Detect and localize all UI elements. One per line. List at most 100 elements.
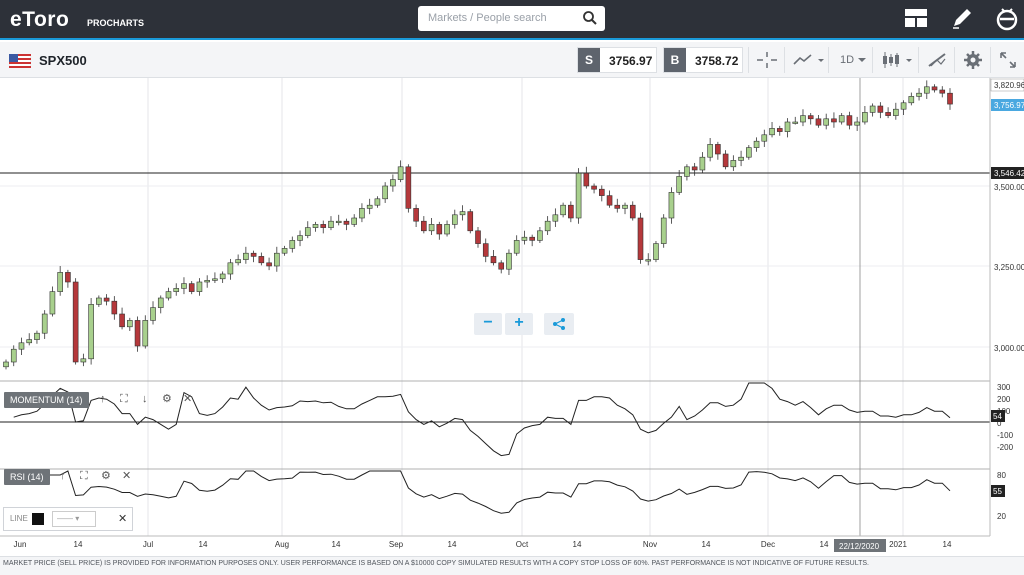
line-style-select[interactable]: —— ▾ <box>52 511 96 527</box>
cursor-date: 22/12/2020 <box>839 542 880 551</box>
rsi-value-tag-bg <box>991 485 1005 497</box>
rsi-line <box>21 470 951 514</box>
candle <box>490 256 497 264</box>
candle <box>923 86 930 94</box>
price-chart[interactable]: 3,820.96 3,756.97 3,546.42 3,500.00 3,25… <box>0 78 1024 556</box>
candle <box>575 172 582 219</box>
momentum-axis-200: 200 <box>997 395 1011 404</box>
candle <box>312 224 319 228</box>
line-style-value: —— <box>57 514 73 523</box>
chart-grid <box>0 78 990 536</box>
time-axis-label: 14 <box>573 540 582 549</box>
candle <box>869 105 876 113</box>
candle <box>374 198 381 206</box>
high-price-tag-bg <box>990 78 1024 92</box>
price-axis-line: 3,546.42 <box>994 169 1024 178</box>
buy-price-box[interactable]: B 3758.72 <box>663 47 743 73</box>
candle <box>776 128 783 132</box>
candle <box>529 236 535 241</box>
close-icon[interactable]: ✕ <box>122 470 132 482</box>
gear-icon[interactable]: ⚙ <box>162 393 172 405</box>
layout-icon[interactable] <box>903 6 929 35</box>
disclaimer-text: MARKET PRICE (SELL PRICE) IS PROVIDED FO… <box>3 560 869 567</box>
buy-tag: B <box>664 48 686 72</box>
candle <box>660 217 667 244</box>
line-color-swatch[interactable] <box>32 513 44 525</box>
zoom-in-button[interactable]: + <box>505 313 533 335</box>
candle <box>560 204 566 216</box>
cursor-date-bg <box>834 539 886 552</box>
candle <box>583 172 590 187</box>
crosshair-button[interactable] <box>748 47 784 73</box>
share-icon <box>553 318 565 330</box>
line-tool-label: LINE <box>10 514 28 523</box>
share-button[interactable] <box>544 313 574 335</box>
move-up-icon[interactable]: ↑ <box>60 470 66 482</box>
price-axis-3250: 3,250.00 <box>994 263 1024 272</box>
candle <box>637 217 644 260</box>
maximize-icon[interactable]: ⛶ <box>120 393 128 405</box>
sell-price-box[interactable]: S 3756.97 <box>577 47 657 73</box>
candle <box>908 96 915 104</box>
candle <box>304 227 311 236</box>
candle <box>916 92 922 97</box>
close-icon[interactable]: ✕ <box>183 393 193 405</box>
candle <box>390 179 396 187</box>
move-down-icon[interactable]: ↓ <box>142 393 148 405</box>
chart-type-button[interactable] <box>784 47 828 73</box>
maximize-icon[interactable]: ⛶ <box>80 470 88 482</box>
momentum-axis-0: 0 <box>997 419 1002 428</box>
move-up-icon[interactable]: ↑ <box>100 393 106 405</box>
etoro-e-icon[interactable] <box>995 6 1019 37</box>
candle <box>475 230 481 244</box>
candle <box>343 220 350 225</box>
candle <box>111 300 118 315</box>
time-axis-label: Aug <box>275 540 289 549</box>
sell-tag: S <box>578 48 600 72</box>
candle <box>653 243 659 260</box>
time-axis-label: 2021 <box>889 540 907 549</box>
fullscreen-button[interactable] <box>990 47 1024 73</box>
candle <box>467 211 474 232</box>
instrument-symbol[interactable]: SPX500 <box>39 53 87 68</box>
us-flag-icon <box>8 53 32 73</box>
candle <box>599 188 605 196</box>
momentum-axis-neg200: -200 <box>997 443 1014 452</box>
candle <box>10 348 17 363</box>
time-axis-label: Dec <box>761 540 775 549</box>
search-input[interactable]: Markets / People search <box>418 6 605 31</box>
candle <box>258 256 265 264</box>
candle <box>900 102 907 110</box>
time-axis-label: 14 <box>820 540 829 549</box>
candle <box>645 259 652 262</box>
momentum-value-tag-bg <box>991 410 1005 422</box>
accent-line <box>0 38 1024 40</box>
candle <box>405 166 412 209</box>
candle <box>421 220 427 232</box>
candle <box>807 115 814 120</box>
candle <box>846 115 853 126</box>
candle <box>181 283 187 289</box>
time-axis-label: Nov <box>643 540 657 549</box>
candle <box>862 112 868 123</box>
indicators-button[interactable] <box>918 47 954 73</box>
settings-button[interactable] <box>954 47 990 73</box>
candle <box>18 342 25 350</box>
etoro-logo[interactable]: eToro <box>10 8 70 31</box>
time-axis-label: Jun <box>14 540 27 549</box>
candle <box>947 92 953 105</box>
zoom-out-button[interactable]: − <box>474 313 502 335</box>
candle <box>274 252 280 267</box>
close-icon[interactable]: ✕ <box>118 513 128 525</box>
timeframe-dropdown[interactable]: 1D <box>828 47 872 73</box>
momentum-current-value: 54 <box>993 412 1002 421</box>
pen-icon[interactable] <box>949 6 975 35</box>
rsi-current-value: 55 <box>993 487 1002 496</box>
search-icon[interactable] <box>581 9 599 32</box>
gear-icon[interactable]: ⚙ <box>101 470 111 482</box>
rsi-label[interactable]: RSI (14) <box>4 469 50 485</box>
candle <box>173 288 180 292</box>
momentum-label[interactable]: MOMENTUM (14) <box>4 392 89 408</box>
candlestick-style-button[interactable] <box>872 47 918 73</box>
candle <box>738 156 744 161</box>
